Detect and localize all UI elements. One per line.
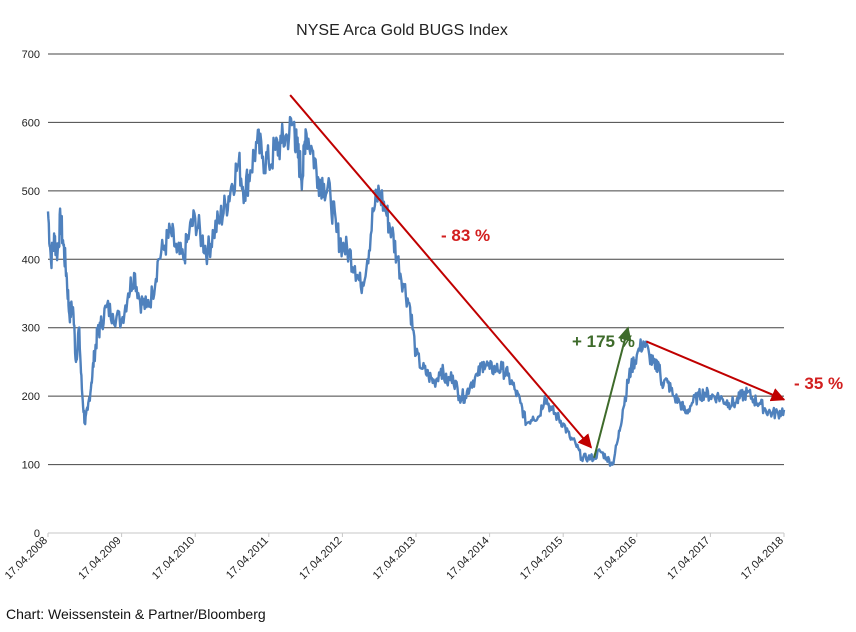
x-tick-label: 17.04.2012 (297, 535, 344, 582)
y-tick-label: 300 (22, 323, 40, 335)
annotation-label-0: - 83 % (441, 226, 490, 245)
y-tick-label: 400 (22, 254, 40, 266)
grid-layer (47, 53, 785, 537)
x-tick-label: 17.04.2014 (444, 535, 491, 582)
series-line-0 (46, 115, 786, 467)
annotation-label-1: + 175 % (572, 332, 635, 351)
annotation-arrow-2 (645, 340, 786, 402)
chart-source: Chart: Weissenstein & Partner/Bloomberg (6, 606, 266, 622)
y-tick-label: 200 (22, 391, 40, 403)
y-tick-label: 500 (22, 186, 40, 198)
y-tick-label: 600 (22, 117, 40, 129)
annotation-arrow-1 (593, 326, 632, 458)
annotation-arrow-0 (289, 94, 593, 449)
y-tick-label: 0 (34, 528, 40, 540)
x-tick-label: 17.04.2015 (518, 535, 565, 582)
x-tick-label: 17.04.2010 (150, 535, 197, 582)
x-tick-label: 17.04.2011 (224, 535, 271, 582)
annotation-label-2: - 35 % (794, 374, 843, 393)
x-tick-label: 17.04.2008 (3, 535, 50, 582)
x-tick-label: 17.04.2009 (76, 535, 123, 582)
x-tick-label: 17.04.2018 (739, 535, 786, 582)
annotation-layer: - 83 % + 175 % - 35 % (289, 94, 843, 458)
x-tick-label: 17.04.2016 (592, 535, 639, 582)
y-tick-label: 700 (22, 49, 40, 61)
y-tick-label: 100 (22, 460, 40, 472)
chart-title: NYSE Arca Gold BUGS Index (296, 22, 508, 39)
series-layer (46, 115, 786, 467)
x-tick-label: 17.04.2013 (371, 535, 418, 582)
x-tick-label: 17.04.2017 (665, 535, 712, 582)
